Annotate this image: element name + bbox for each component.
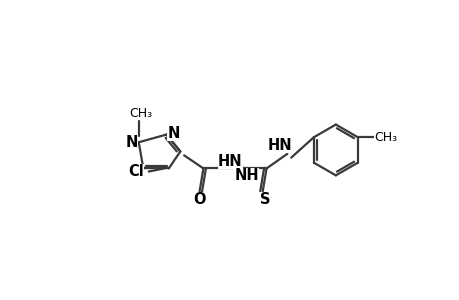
Text: N: N — [125, 135, 138, 150]
Text: N: N — [167, 125, 179, 140]
Text: HN: HN — [267, 138, 291, 153]
Text: CH₃: CH₃ — [129, 107, 152, 120]
Text: HN: HN — [218, 154, 242, 169]
Text: S: S — [259, 192, 270, 207]
Text: Cl: Cl — [128, 164, 144, 179]
Text: NH: NH — [234, 168, 258, 183]
Text: CH₃: CH₃ — [373, 131, 396, 144]
Text: O: O — [193, 192, 205, 207]
